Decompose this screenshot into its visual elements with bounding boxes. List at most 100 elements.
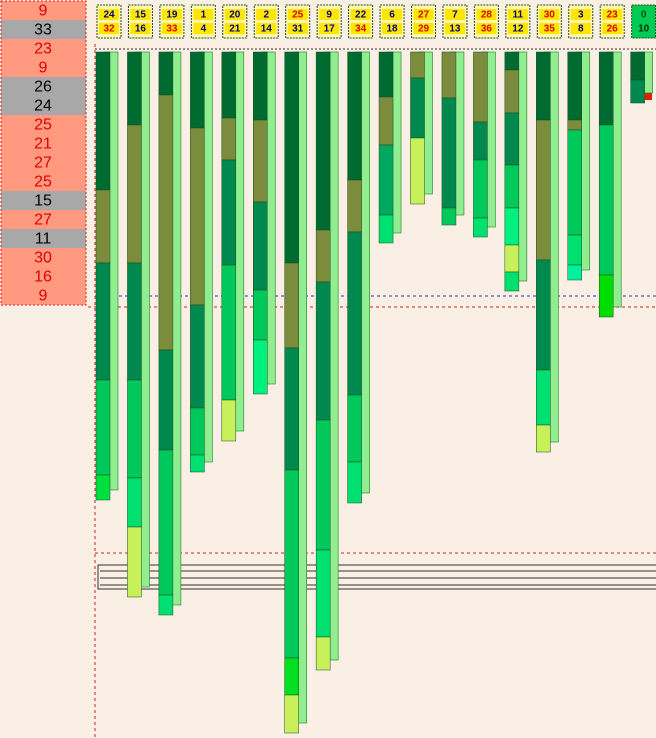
number-bottom: 13 [449,24,461,35]
bar-segment [378,144,394,216]
number-strip [224,23,245,34]
bar-segment [378,96,394,146]
bar-segment [410,51,425,79]
bar-segment [221,264,237,401]
bar-segment [284,469,299,659]
bar-segment [284,262,299,349]
number-strip [444,9,465,20]
bar-segment [347,179,362,233]
number-top: 11 [513,10,524,21]
list-cell [1,77,86,96]
bar-segment [504,112,520,166]
number-top: 9 [326,10,332,21]
list-cell [1,58,86,77]
number-bottom: 18 [386,24,398,35]
bar-segment [504,164,520,209]
list-number: 9 [39,288,48,305]
bar-segment [221,399,237,442]
number-strip [99,23,119,34]
bar-segment [630,51,645,81]
list-number: 11 [35,231,52,248]
list-cell [1,210,86,229]
bar-segment [127,477,142,528]
list-cell [1,172,86,191]
bar-segment [253,51,268,121]
number-strip [633,9,654,20]
number-top: 22 [355,10,367,21]
list-cell [1,267,86,286]
bar-segment [473,159,488,219]
bar-segment [567,119,582,131]
number-strip [193,23,214,34]
bar-segment [190,51,205,129]
bar-segment [190,407,205,456]
list-cell [1,191,86,210]
bar-segment [221,51,237,119]
bar-segment [315,51,331,231]
number-bottom: 8 [578,24,584,35]
number-bottom: 29 [418,24,430,35]
list-number: 27 [34,212,52,229]
bar-segment [158,51,174,96]
bar-segment [567,264,582,281]
bar-segment [504,51,520,71]
frame [97,564,656,590]
bar-segment [504,69,520,114]
bar-segment [315,281,331,421]
number-strip [570,23,591,34]
list-number: 30 [34,250,52,267]
number-bottom: 21 [229,24,241,35]
number-bottom: 36 [481,24,493,35]
list-number: 16 [34,269,52,286]
list-cell [1,1,86,20]
bar-segment [504,207,520,246]
number-top: 2 [263,10,269,21]
list-number: 23 [34,41,52,58]
number-strip [507,23,528,34]
number-strip [507,9,528,20]
number-bottom: 4 [201,24,207,35]
number-bottom: 26 [607,24,619,35]
number-bottom: 12 [512,24,524,35]
bar-segment [95,379,111,476]
number-top: 20 [229,10,241,21]
number-strip [224,9,245,20]
bar-segment [536,259,551,371]
list-number: 9 [39,3,48,20]
number-bottom: 14 [261,24,273,35]
list-number: 33 [34,22,52,39]
bar-segment [347,51,362,181]
list-cell [1,248,86,267]
list-cell [1,96,86,115]
bar-segment [190,454,205,473]
bar-segment [190,127,205,306]
list-number: 21 [34,136,52,153]
number-strip [161,23,182,34]
bar-segment [567,129,582,236]
bar-segment [284,657,299,696]
bar-segment [536,369,551,426]
list-number: 25 [34,174,52,191]
number-strip [319,9,340,20]
number-top: 24 [103,10,115,21]
number-strip [287,23,308,34]
number-bottom: 32 [103,24,115,35]
number-strip [287,9,308,20]
bar-segment [95,51,111,191]
bar-segment [158,349,174,451]
number-top: 27 [418,10,430,21]
number-strip [539,9,560,20]
number-strip [256,23,277,34]
bar-segment [190,304,205,409]
number-strip [382,23,403,34]
bar-segment [473,51,488,123]
number-strip [161,9,182,20]
number-top: 7 [452,10,458,21]
number-strip [476,23,497,34]
bar-segment [284,51,299,264]
bar-segment [158,449,174,596]
list-cell [1,153,86,172]
bar-segment [347,394,362,463]
number-strip [130,9,151,20]
